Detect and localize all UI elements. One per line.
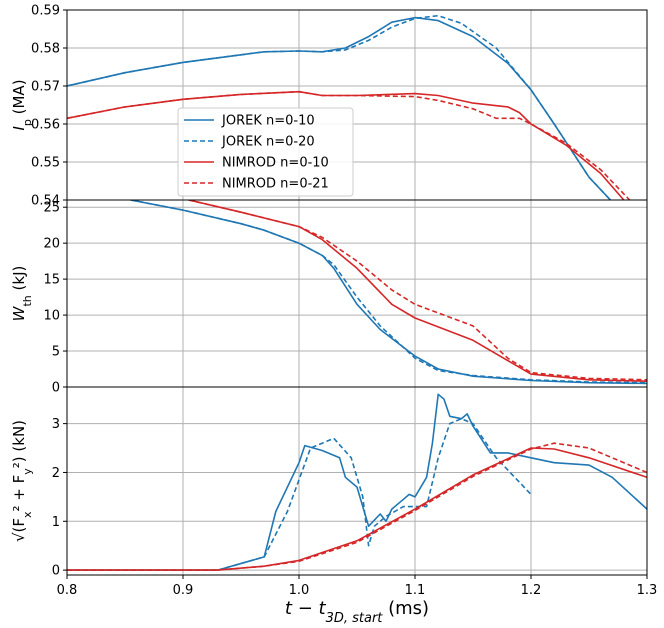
- panel-frame: [66, 9, 648, 201]
- series-line-nimrod-n-0-21: [67, 442, 647, 571]
- series-line-jorek-n-0-20: [67, 14, 612, 200]
- x-label-part: (ms): [382, 598, 429, 619]
- y-axis-label: √(Fx² + Fy²) (kN): [10, 420, 34, 542]
- y-tick-label: 0.54: [31, 194, 60, 209]
- series-line-nimrod-n-0-21: [67, 90, 631, 200]
- y-label-part: I: [10, 126, 28, 131]
- x-tick-label: 1.3: [637, 583, 658, 598]
- y-label-subscript: p: [21, 119, 34, 126]
- series-line-nimrod-n-0-10: [67, 447, 647, 571]
- x-tick-label: 0.8: [57, 583, 78, 598]
- series-group: [67, 14, 631, 200]
- y-label-part: ² + F: [10, 475, 28, 512]
- y-label-part: (MA): [10, 79, 28, 119]
- y-label-subscript: th: [21, 295, 34, 306]
- y-tick-label: 0.55: [31, 156, 60, 171]
- y-tick-label: 0.57: [31, 80, 60, 95]
- x-tick-label: 0.9: [173, 583, 194, 598]
- x-tick-label: 1.1: [405, 583, 426, 598]
- x-label-part: t − t: [285, 598, 327, 619]
- series-group: [130, 200, 647, 385]
- y-label-part: W: [10, 305, 28, 321]
- y-tick-label: 20: [43, 237, 60, 252]
- series-line-nimrod-n-0-10: [188, 200, 647, 382]
- panel-frame: [66, 199, 648, 388]
- series-line-jorek-n-0-10: [130, 200, 647, 385]
- x-tick-label: 1.2: [521, 583, 542, 598]
- series-line-jorek-n-0-20: [217, 417, 532, 571]
- y-label-part: ²) (kN): [10, 420, 28, 468]
- panel-frame: [66, 386, 648, 576]
- y-tick-label: 10: [43, 309, 60, 324]
- y-tick-label: 1: [52, 515, 60, 530]
- legend: JOREK n=0-10 JOREK n=0-20 NIMROD n=0-10 NIM…: [177, 107, 354, 197]
- legend-entry: NIMROD n=0-10: [222, 156, 329, 171]
- y-tick-label: 0: [52, 564, 60, 579]
- y-tick-label: 0.59: [31, 4, 60, 19]
- series-group: [67, 393, 647, 571]
- series-line-jorek-n-0-20: [130, 200, 647, 384]
- legend-entry: JOREK n=0-20: [221, 135, 315, 150]
- series-line-nimrod-n-0-21: [188, 200, 647, 381]
- x-axis: 0.8 0.9 1.0 1.1 1.2 1.3 t − t3D, start (ms): [57, 575, 658, 626]
- y-label-part: (kJ): [10, 266, 28, 296]
- y-tick-label: 0.58: [31, 42, 60, 57]
- panel-ip: 0.54 0.55 0.56 0.57 0.58 0.59 Ip (MA): [10, 4, 648, 209]
- y-tick-label: 2: [52, 466, 60, 481]
- y-tick-label: 5: [52, 345, 60, 360]
- y-label-part: √(F: [10, 518, 28, 542]
- legend-entry: JOREK n=0-10: [221, 114, 315, 129]
- y-tick-label: 0.56: [31, 118, 60, 133]
- y-tick-label: 3: [52, 417, 60, 432]
- y-tick-label: 15: [43, 273, 60, 288]
- y-tick-label: 0: [52, 381, 60, 396]
- x-axis-label: t − t3D, start (ms): [285, 598, 429, 626]
- y-axis-label: Ip (MA): [10, 79, 34, 130]
- legend-entry: NIMROD n=0-21: [222, 177, 329, 192]
- y-label-subscript: y: [21, 468, 34, 475]
- y-axis-label: Wth (kJ): [10, 266, 34, 322]
- y-tick-label: 25: [43, 201, 60, 216]
- y-label-subscript: x: [21, 511, 34, 518]
- x-tick-label: 1.0: [289, 583, 310, 598]
- series-line-jorek-n-0-10: [67, 393, 647, 571]
- x-label-subscript: 3D, start: [326, 611, 384, 626]
- legend-box: [177, 107, 354, 197]
- panel-force: 0 1 2 3 √(Fx² + Fy²) (kN): [10, 386, 648, 579]
- panel-wth: 0 5 10 15 20 25 Wth (kJ): [10, 199, 648, 396]
- series-line-jorek-n-0-10: [67, 16, 612, 200]
